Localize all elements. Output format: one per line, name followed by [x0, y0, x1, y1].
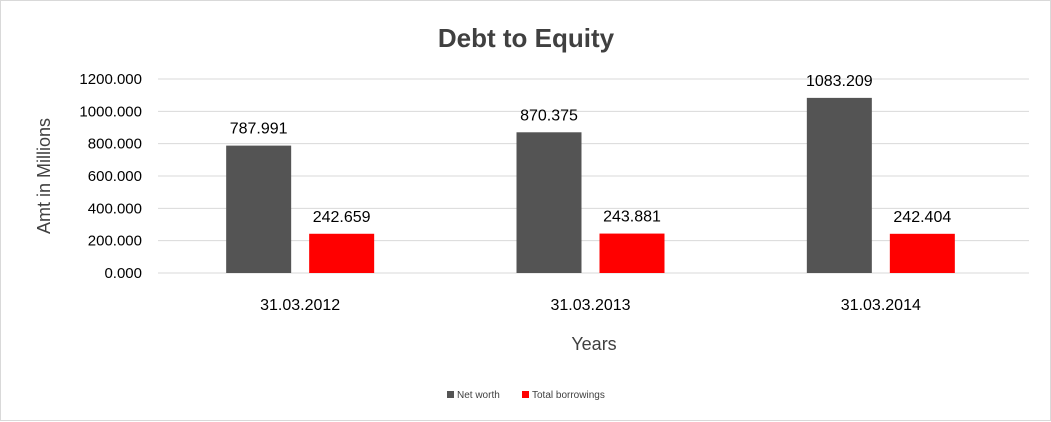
bar-total-borrowings: [889, 233, 955, 273]
legend-label: Net worth: [457, 390, 500, 401]
y-tick-label: 1000.000: [79, 103, 142, 120]
y-tick-label: 200.000: [88, 233, 142, 250]
gridlines: [158, 78, 1029, 274]
legend-swatch: [447, 391, 454, 398]
bar-total-borrowings: [309, 233, 375, 273]
legend-label: Total borrowings: [532, 390, 605, 401]
data-label: 242.659: [313, 209, 371, 226]
x-tick-label: 31.03.2013: [550, 297, 630, 314]
bar-net-worth: [516, 132, 582, 273]
y-tick-label: 1200.000: [79, 71, 142, 88]
y-tick-label: 0.000: [104, 265, 142, 282]
legend: Net worth Total borrowings: [447, 390, 605, 401]
x-tick-labels: 31.03.2012 31.03.2013 31.03.2014: [260, 297, 921, 314]
x-tick-label: 31.03.2012: [260, 297, 340, 314]
data-label: 1083.209: [806, 73, 873, 90]
legend-swatch: [522, 391, 529, 398]
x-axis-title: Years: [571, 334, 616, 354]
y-tick-label: 600.000: [88, 168, 142, 185]
y-axis-title: Amt in Millions: [34, 118, 54, 234]
chart-title: Debt to Equity: [438, 23, 615, 53]
data-labels: 787.991 242.659 870.375 243.881 1083.209 242.…: [230, 73, 952, 226]
data-label: 870.375: [520, 107, 578, 124]
data-label: 243.881: [603, 209, 661, 226]
data-label: 242.404: [893, 209, 951, 226]
bar-total-borrowings: [599, 233, 665, 273]
x-tick-label: 31.03.2014: [841, 297, 921, 314]
y-tick-labels: 0.000 200.000 400.000 600.000 800.000 1000.00…: [79, 71, 142, 282]
bars: [226, 97, 955, 273]
bar-net-worth: [806, 97, 872, 273]
y-tick-label: 400.000: [88, 200, 142, 217]
data-label: 787.991: [230, 121, 288, 138]
y-tick-label: 800.000: [88, 136, 142, 153]
bar-net-worth: [226, 145, 292, 273]
